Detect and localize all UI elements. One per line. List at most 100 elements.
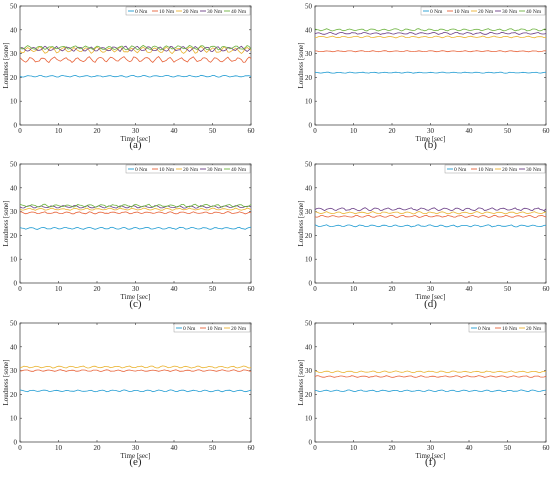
- y-tick-label: 50: [305, 320, 313, 328]
- legend-entry: 0 Nm: [430, 9, 443, 15]
- y-axis-label: Loudness [sone]: [297, 359, 305, 405]
- series-line-10-nm: [314, 375, 547, 378]
- series-line-0-nm: [19, 389, 252, 393]
- legend: 0 Nm 10 Nm 20 Nm 30 Nm 40 Nm: [125, 6, 251, 16]
- x-axis-label: Time [sec]: [121, 293, 151, 301]
- x-tick-label: 10: [350, 444, 358, 452]
- legend-entry: 10 Nm: [159, 167, 175, 173]
- legend: 0 Nm 10 Nm 20 Nm 30 Nm 40 Nm: [420, 6, 546, 16]
- x-axis-label: Time [sec]: [121, 135, 151, 143]
- chart-panel-f: 0 10 20 30 40 50 60 0 10 20 30 40 50 Time [sec] Loudne…: [297, 320, 550, 469]
- x-tick-label: 0: [313, 127, 317, 135]
- y-tick-label: 50: [10, 320, 18, 328]
- y-tick-label: 10: [305, 415, 313, 423]
- x-tick-label: 10: [55, 444, 63, 452]
- legend-entry: 0 Nm: [183, 326, 196, 332]
- series-line-20-nm: [19, 207, 252, 211]
- series-line-10-nm: [19, 56, 252, 64]
- legend-entry: 20 Nm: [183, 167, 199, 173]
- x-tick-label: 40: [466, 444, 474, 452]
- y-tick-label: 50: [10, 161, 18, 169]
- x-tick-label: 40: [466, 127, 474, 135]
- plot-frame: [19, 163, 252, 284]
- series-line-10-nm: [19, 369, 252, 372]
- x-tick-label: 10: [55, 127, 63, 135]
- panel-label: (d): [424, 298, 437, 310]
- y-tick-label: 30: [305, 208, 313, 216]
- legend-box: [420, 6, 546, 16]
- y-axis-label: Loudness [sone]: [297, 42, 305, 88]
- legend-entry: 20 Nm: [231, 326, 247, 332]
- legend-box: [468, 323, 546, 333]
- y-tick-label: 30: [10, 50, 18, 58]
- series-line-20-nm: [19, 45, 252, 55]
- legend-entry: 10 Nm: [502, 326, 518, 332]
- x-tick-label: 40: [466, 285, 474, 293]
- y-tick-label: 40: [305, 184, 313, 192]
- x-tick-label: 60: [543, 444, 550, 452]
- y-tick-label: 50: [305, 3, 313, 11]
- legend-entry: 40 Nm: [526, 9, 542, 15]
- legend-entry: 20 Nm: [502, 167, 518, 173]
- plot-frame: [19, 322, 252, 443]
- legend-entry: 0 Nm: [478, 326, 491, 332]
- y-tick-label: 40: [10, 26, 18, 34]
- x-tick-label: 20: [94, 444, 102, 452]
- y-tick-label: 20: [305, 232, 313, 240]
- x-tick-label: 50: [504, 285, 512, 293]
- y-tick-label: 0: [14, 122, 18, 130]
- x-tick-label: 10: [55, 285, 63, 293]
- x-tick-label: 60: [248, 444, 256, 452]
- series-line-0-nm: [19, 74, 252, 78]
- y-axis-label: Loudness [sone]: [2, 359, 10, 405]
- x-tick-label: 30: [427, 285, 435, 293]
- legend-entry: 30 Nm: [526, 167, 542, 173]
- y-tick-label: 30: [305, 367, 313, 375]
- plot-frame: [314, 322, 547, 443]
- series-line-0-nm: [314, 224, 547, 228]
- x-tick-label: 20: [389, 127, 397, 135]
- legend-entry: 10 Nm: [478, 167, 494, 173]
- x-tick-label: 10: [350, 285, 358, 293]
- legend-box: [173, 323, 251, 333]
- y-tick-label: 40: [10, 184, 18, 192]
- legend: 0 Nm 10 Nm 20 Nm: [468, 323, 546, 333]
- series-line-20-nm: [314, 211, 547, 215]
- legend-entry: 30 Nm: [207, 9, 223, 15]
- series-line-20-nm: [315, 35, 546, 39]
- legend: 0 Nm 10 Nm 20 Nm 30 Nm 40 Nm: [125, 164, 251, 174]
- y-tick-label: 50: [305, 161, 313, 169]
- y-tick-label: 0: [309, 439, 313, 447]
- legend-entry: 0 Nm: [135, 167, 148, 173]
- y-tick-label: 20: [305, 391, 313, 399]
- y-tick-label: 40: [305, 26, 313, 34]
- legend-entry: 40 Nm: [231, 167, 247, 173]
- x-tick-label: 40: [171, 127, 179, 135]
- legend-entry: 30 Nm: [207, 167, 223, 173]
- x-tick-label: 0: [18, 444, 22, 452]
- x-tick-label: 60: [248, 127, 256, 135]
- chart-panel-b: 0 10 20 30 40 50 60 0 10 20 30 40 50 Time [sec] Loudne…: [297, 3, 550, 152]
- y-tick-label: 20: [10, 391, 18, 399]
- legend-entry: 0 Nm: [454, 167, 467, 173]
- y-tick-label: 10: [305, 256, 313, 264]
- x-tick-label: 30: [427, 127, 435, 135]
- x-tick-label: 50: [209, 285, 217, 293]
- y-tick-label: 30: [305, 50, 313, 58]
- x-tick-label: 50: [209, 127, 217, 135]
- x-tick-label: 30: [427, 444, 435, 452]
- panel-label: (f): [425, 456, 436, 468]
- plot-frame: [314, 163, 547, 284]
- y-tick-label: 0: [14, 280, 18, 288]
- x-tick-label: 60: [543, 127, 550, 135]
- y-tick-label: 20: [305, 74, 313, 82]
- legend-entry: 0 Nm: [135, 9, 148, 15]
- series-line-0-nm: [314, 71, 547, 74]
- series-line-40-nm: [314, 28, 547, 32]
- chart-panel-e: 0 10 20 30 40 50 60 0 10 20 30 40 50 Time [sec] Loudne…: [2, 320, 255, 469]
- chart-panel-c: 0 10 20 30 40 50 60 0 10 20 30 40 50 Time [sec] Loudne…: [2, 161, 255, 311]
- x-tick-label: 20: [389, 285, 397, 293]
- y-tick-label: 30: [10, 208, 18, 216]
- y-tick-label: 0: [14, 439, 18, 447]
- x-tick-label: 50: [209, 444, 217, 452]
